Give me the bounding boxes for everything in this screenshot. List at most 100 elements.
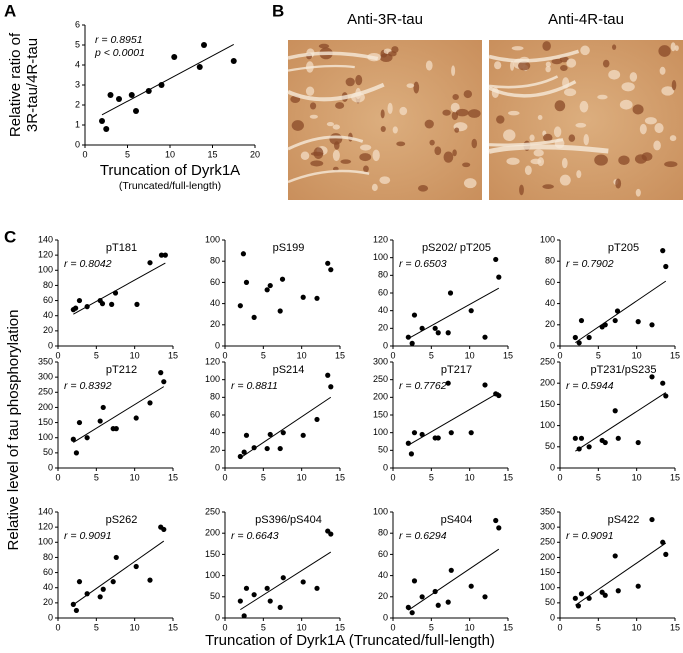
trendline bbox=[240, 551, 332, 611]
point bbox=[237, 303, 243, 309]
cell bbox=[452, 149, 457, 157]
point bbox=[482, 594, 488, 600]
y-tick-label: 0 bbox=[48, 462, 53, 472]
cell bbox=[508, 110, 520, 116]
x-tick-label: 5 bbox=[429, 622, 434, 632]
trendline bbox=[408, 287, 500, 339]
y-tick-label: 100 bbox=[540, 234, 555, 244]
y-tick-label: 250 bbox=[38, 387, 53, 397]
point bbox=[196, 64, 203, 70]
y-tick-label: 0 bbox=[383, 340, 388, 350]
point bbox=[201, 42, 207, 48]
chart-title: pT217 bbox=[441, 364, 472, 376]
cell bbox=[467, 109, 481, 118]
vessel bbox=[287, 135, 364, 151]
point bbox=[602, 322, 608, 328]
x-tick-label: 5 bbox=[94, 472, 99, 482]
point bbox=[468, 583, 474, 589]
cell bbox=[454, 127, 460, 133]
y-tick-label: 200 bbox=[373, 392, 388, 402]
y-tick-label: 0 bbox=[48, 340, 53, 350]
cell bbox=[450, 102, 460, 113]
point bbox=[300, 294, 306, 300]
y-tick-label: 120 bbox=[38, 522, 53, 532]
y-tick-label: 2 bbox=[75, 99, 80, 109]
cell bbox=[406, 83, 415, 88]
cell bbox=[580, 45, 590, 56]
y-tick-label: 40 bbox=[378, 570, 388, 580]
point bbox=[133, 108, 139, 114]
x-tick-label: 10 bbox=[297, 472, 307, 482]
cell bbox=[529, 134, 535, 142]
y-tick-label: 100 bbox=[540, 582, 555, 592]
point bbox=[133, 563, 139, 570]
y-tick-label: 80 bbox=[43, 280, 53, 290]
cell bbox=[345, 77, 355, 87]
cell bbox=[371, 183, 378, 192]
point bbox=[73, 450, 79, 456]
point bbox=[100, 404, 106, 411]
cell bbox=[594, 154, 608, 166]
point bbox=[264, 287, 270, 293]
x-tick-label: 15 bbox=[168, 350, 178, 360]
y-tick-label: 20 bbox=[210, 445, 220, 455]
cell bbox=[554, 100, 566, 112]
point bbox=[493, 517, 499, 524]
point bbox=[237, 598, 243, 604]
cell bbox=[372, 149, 380, 162]
point bbox=[635, 319, 641, 325]
point bbox=[251, 445, 257, 451]
chart-title: pS422 bbox=[608, 514, 640, 526]
x-tick-label: 0 bbox=[222, 472, 227, 482]
y-tick-label: 100 bbox=[38, 432, 53, 442]
y-tick-label: 0 bbox=[48, 612, 53, 622]
y-tick-label: 100 bbox=[373, 252, 388, 262]
point bbox=[408, 451, 414, 457]
point bbox=[432, 588, 438, 595]
point bbox=[147, 577, 153, 583]
cell bbox=[300, 151, 310, 160]
x-tick-label: 10 bbox=[297, 622, 307, 632]
y-tick-label: 0 bbox=[383, 612, 388, 622]
point bbox=[445, 599, 451, 605]
y-tick-label: 4 bbox=[75, 59, 80, 69]
point bbox=[649, 374, 655, 380]
x-tick-label: 15 bbox=[503, 350, 513, 360]
cell bbox=[434, 146, 442, 156]
x-tick-label: 15 bbox=[335, 622, 345, 632]
point bbox=[615, 588, 621, 594]
cell bbox=[309, 114, 318, 119]
point bbox=[300, 579, 306, 585]
y-tick-label: 250 bbox=[205, 506, 220, 516]
cell bbox=[380, 109, 385, 119]
point bbox=[578, 591, 585, 597]
cell bbox=[463, 178, 477, 189]
point bbox=[409, 340, 415, 346]
y-tick-label: 300 bbox=[38, 372, 53, 382]
y-tick-label: 80 bbox=[545, 256, 555, 266]
micrograph-title: Anti-4R-tau bbox=[548, 11, 624, 28]
point bbox=[448, 567, 454, 573]
cell bbox=[542, 184, 554, 190]
trendline bbox=[408, 392, 500, 446]
y-tick-label: 100 bbox=[205, 374, 220, 384]
point bbox=[405, 334, 411, 340]
chart-title: pS396/pS404 bbox=[255, 514, 322, 526]
point bbox=[660, 248, 666, 254]
point bbox=[240, 251, 246, 257]
point bbox=[468, 308, 474, 314]
point bbox=[635, 439, 641, 446]
point bbox=[660, 380, 666, 386]
point bbox=[107, 92, 114, 98]
cell bbox=[621, 82, 635, 92]
y-tick-label: 100 bbox=[205, 234, 220, 244]
x-tick-label: 10 bbox=[297, 350, 307, 360]
point bbox=[158, 82, 165, 88]
annotation: p < 0.0001 bbox=[94, 47, 145, 59]
cell bbox=[545, 65, 551, 73]
cell bbox=[559, 174, 571, 186]
point bbox=[576, 340, 582, 346]
annotation: r = 0.9091 bbox=[566, 530, 614, 542]
cell bbox=[566, 58, 577, 68]
y-tick-label: 60 bbox=[545, 277, 555, 287]
